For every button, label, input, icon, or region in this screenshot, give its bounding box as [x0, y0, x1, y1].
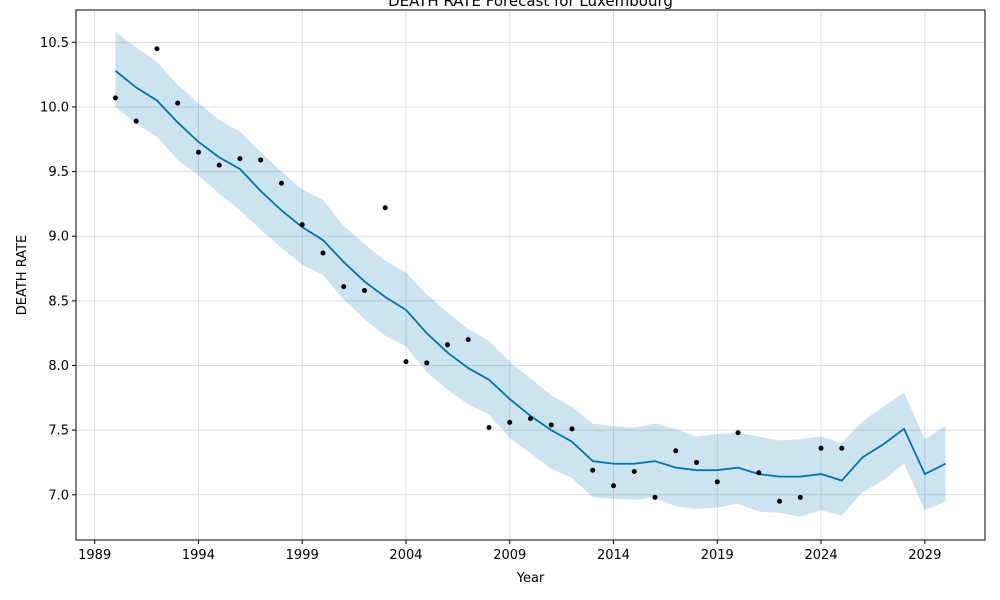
observed-point	[631, 468, 637, 474]
x-tick-label: 2019	[701, 548, 734, 563]
observed-point	[611, 483, 617, 489]
y-tick-label: 9.0	[48, 230, 69, 245]
observed-point	[195, 149, 201, 155]
observed-point	[299, 222, 305, 228]
x-axis-label: Year	[516, 571, 545, 586]
observed-point	[839, 445, 845, 451]
observed-point	[797, 494, 803, 500]
observed-point	[258, 157, 264, 163]
observed-point	[652, 494, 658, 500]
observed-point	[154, 46, 160, 52]
y-tick-label: 10.5	[40, 36, 69, 51]
observed-point	[548, 422, 554, 428]
observed-point	[590, 467, 596, 473]
x-tick-label: 1989	[78, 548, 111, 563]
x-tick-label: 2004	[389, 548, 422, 563]
x-tick-label: 2014	[597, 548, 630, 563]
x-tick-label: 1994	[182, 548, 215, 563]
forecast-line	[114, 70, 946, 482]
y-tick-label: 10.0	[40, 100, 69, 115]
tick-layer: 1989 1994 1999 2004 2009 2014 2019 2024 2029 7.0 7…	[40, 36, 941, 563]
observed-point	[486, 425, 492, 431]
observed-point	[278, 180, 284, 186]
y-tick-label: 7.5	[48, 424, 69, 439]
y-axis-label: DEATH RATE	[15, 235, 30, 316]
observed-point	[569, 426, 575, 432]
y-tick-label: 8.5	[48, 294, 69, 309]
observed-point	[507, 419, 513, 425]
plot-frame	[75, 9, 986, 541]
chart-title: DEATH RATE Forecast for Luxembourg	[388, 0, 673, 10]
x-tick-label: 2024	[805, 548, 838, 563]
observed-point	[112, 95, 118, 101]
observed-point	[694, 459, 700, 465]
x-tick-label: 2009	[493, 548, 526, 563]
observed-point	[528, 415, 533, 421]
observed-point	[133, 118, 139, 124]
observed-point	[673, 448, 679, 454]
observed-point	[756, 470, 762, 476]
y-tick-label: 8.0	[48, 359, 69, 374]
y-tick-label: 7.0	[48, 488, 69, 503]
observed-point	[465, 337, 471, 343]
observed-point	[818, 445, 824, 451]
observed-point	[777, 498, 783, 504]
observed-point	[237, 156, 243, 162]
forecast-line-layer	[114, 70, 946, 482]
observed-point	[382, 205, 388, 211]
observed-point	[403, 359, 409, 365]
x-tick-label: 1999	[286, 548, 319, 563]
observed-point	[735, 430, 741, 436]
observed-point	[424, 360, 430, 366]
y-tick-label: 9.5	[48, 165, 69, 180]
grid-layer	[76, 10, 985, 540]
observed-point	[444, 342, 450, 348]
observed-point	[175, 100, 181, 106]
observed-points-layer	[112, 46, 845, 504]
observed-point	[361, 288, 367, 294]
observed-point	[216, 162, 222, 168]
observed-point	[341, 284, 347, 290]
x-tick-label: 2029	[908, 548, 941, 563]
observed-point	[714, 479, 720, 485]
observed-point	[320, 250, 326, 256]
